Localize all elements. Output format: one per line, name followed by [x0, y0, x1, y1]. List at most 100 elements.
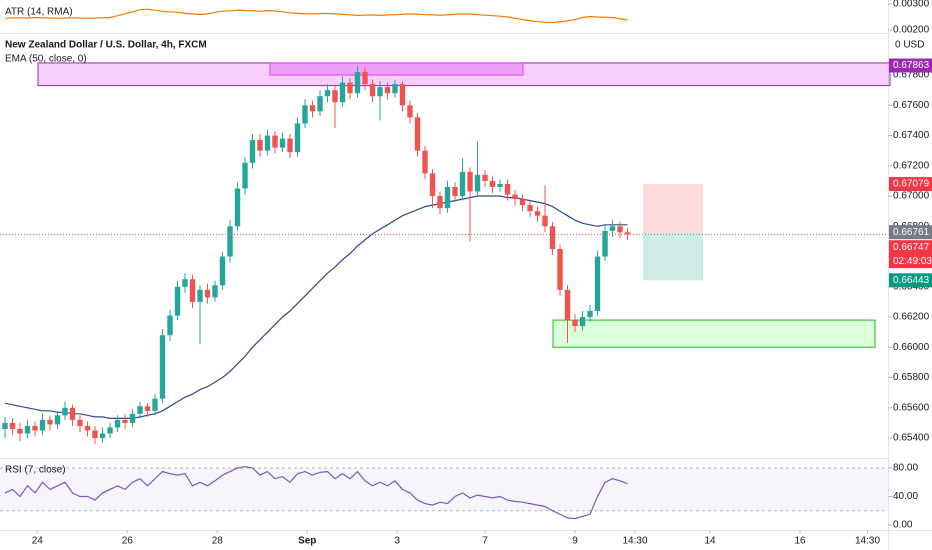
candle-body: [144, 406, 151, 411]
zone: [269, 62, 524, 76]
candle-body: [504, 183, 511, 195]
candle-body: [579, 317, 586, 327]
y-tick-label: 0.00: [893, 520, 913, 531]
indicator-title: ATR (14, RMA): [5, 7, 73, 18]
candle-body: [197, 289, 203, 302]
x-tick-label: 7: [482, 536, 488, 547]
price-label: 0.66443: [893, 275, 930, 286]
candle-body: [92, 430, 98, 439]
x-tick-label: 24: [32, 536, 44, 547]
candle-body: [534, 211, 541, 216]
price-label-box: [889, 58, 932, 73]
candle-body: [17, 428, 23, 434]
candle-body: [617, 226, 623, 233]
candle-body: [204, 289, 211, 298]
price-label: 0.67863: [893, 60, 930, 71]
candle-body: [414, 117, 421, 151]
y-tick-label: 0.67000: [893, 191, 930, 202]
candle-body: [519, 199, 526, 206]
candle-body: [62, 407, 68, 416]
candle-body: [422, 150, 428, 174]
rsi-band: [0, 468, 888, 511]
y-tick-label: 0.65600: [893, 402, 930, 413]
candle-body: [302, 105, 308, 124]
candle-body: [114, 419, 121, 428]
y-tick-label: 0.66200: [893, 312, 930, 323]
candle-body: [594, 256, 601, 311]
x-tick-label: Sep: [298, 536, 316, 547]
candle-body: [287, 138, 293, 153]
candle-body: [429, 173, 436, 197]
currency-label: 0 USD: [895, 40, 924, 51]
candle-body: [354, 72, 361, 94]
candle-body: [279, 138, 286, 148]
candle-body: [362, 72, 368, 85]
candle-body: [159, 335, 166, 399]
candle-body: [189, 279, 196, 302]
indicator-line: [4, 8, 628, 24]
candle-body: [527, 205, 533, 212]
indicator-title: RSI (7, close): [5, 465, 66, 476]
candle-body: [474, 174, 481, 192]
candle-body: [324, 90, 331, 97]
candle-body: [587, 310, 593, 318]
x-tick-label: 9: [572, 536, 578, 547]
candle-body: [54, 415, 61, 425]
candle-body: [407, 105, 413, 118]
candle-body: [24, 425, 31, 434]
candle-body: [497, 183, 503, 187]
candle-body: [549, 226, 556, 249]
x-tick-label: 14: [704, 536, 716, 547]
y-tick-label: 0.67200: [893, 160, 930, 171]
candle-body: [392, 84, 398, 94]
candle-body: [482, 174, 488, 181]
y-tick-label: 40.00: [893, 491, 918, 502]
y-tick-label: 0.00200: [893, 25, 930, 36]
candle-body: [129, 413, 136, 423]
candle-body: [294, 123, 301, 153]
zone: [643, 232, 703, 281]
x-tick-label: 3: [394, 536, 400, 547]
candle-body: [609, 226, 616, 231]
x-tick-label: 14:30: [623, 536, 648, 547]
candle-body: [317, 96, 323, 112]
candle-body: [369, 84, 376, 97]
candle-body: [459, 171, 466, 197]
price-label: 0.66761: [893, 227, 930, 238]
candle-body: [512, 194, 518, 200]
candle-body: [452, 186, 458, 197]
candle-body: [624, 232, 631, 235]
candle-body: [182, 279, 188, 287]
candle-body: [84, 425, 91, 431]
candle-body: [167, 315, 173, 336]
candle-body: [399, 84, 406, 106]
x-tick-label: 16: [794, 536, 806, 547]
candle-body: [2, 422, 8, 429]
candle-body: [309, 105, 316, 112]
candle-body: [377, 87, 383, 97]
y-tick-label: 0.65800: [893, 372, 930, 383]
y-tick-label: 0.67600: [893, 100, 930, 111]
candle-body: [489, 180, 496, 187]
candle-body: [257, 140, 263, 151]
candle-body: [107, 427, 113, 434]
zone: [552, 319, 876, 348]
candle-body: [32, 425, 38, 431]
x-tick-label: 14:30: [855, 536, 880, 547]
candle-body: [347, 82, 353, 94]
candle-body: [212, 285, 218, 298]
price-label-box: [889, 240, 932, 269]
candle-body: [47, 419, 53, 425]
price-label-box: [889, 177, 932, 192]
candle-body: [242, 162, 248, 189]
price-label: 0.66747: [893, 242, 930, 253]
candle-body: [234, 188, 241, 227]
candle-body: [467, 171, 473, 192]
price-label: 0.67079: [893, 179, 930, 190]
candle-body: [572, 320, 578, 327]
candle-body: [77, 419, 83, 426]
price-label-box: [889, 273, 932, 288]
chart-title: New Zealand Dollar / U.S. Dollar, 4h, FX…: [5, 40, 207, 51]
candle-body: [9, 422, 16, 429]
